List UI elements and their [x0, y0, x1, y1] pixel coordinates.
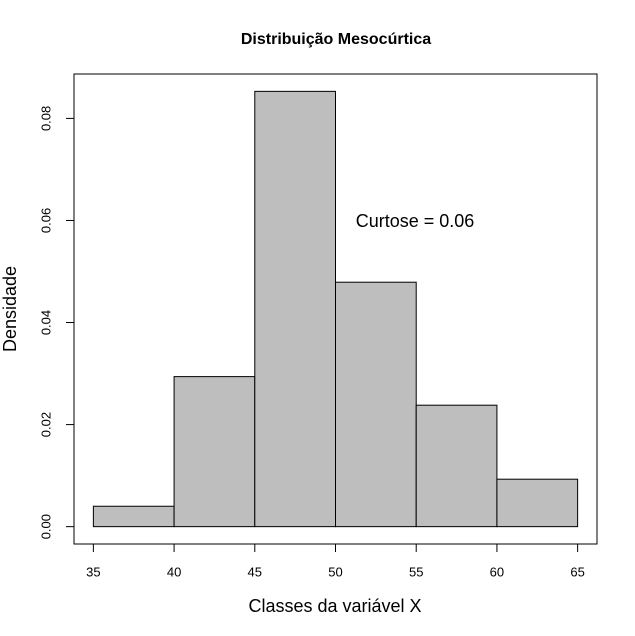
- chart-title: Distribuição Mesocúrtica: [241, 31, 431, 48]
- y-tick-label: 0.04: [38, 310, 53, 335]
- x-tick-label: 35: [86, 564, 100, 579]
- bar: [173, 376, 256, 528]
- x-tick-label: 60: [490, 564, 504, 579]
- y-tick-label: 0.00: [38, 514, 53, 539]
- bar: [335, 281, 417, 528]
- y-tick-label: 0.06: [38, 208, 53, 233]
- bar: [254, 90, 337, 528]
- bar: [496, 478, 579, 528]
- y-tick-label: 0.02: [38, 412, 53, 437]
- y-axis-label: Densidade: [0, 266, 20, 352]
- bar: [415, 404, 498, 528]
- bar: [92, 505, 175, 528]
- annotation: Curtose = 0.06: [356, 211, 475, 231]
- x-tick-label: 55: [409, 564, 423, 579]
- x-axis-label: Classes da variável X: [248, 596, 421, 616]
- x-tick-label: 65: [570, 564, 584, 579]
- x-tick-label: 50: [328, 564, 342, 579]
- y-tick-label: 0.08: [38, 106, 53, 131]
- x-tick-label: 40: [167, 564, 181, 579]
- x-tick-label: 45: [248, 564, 262, 579]
